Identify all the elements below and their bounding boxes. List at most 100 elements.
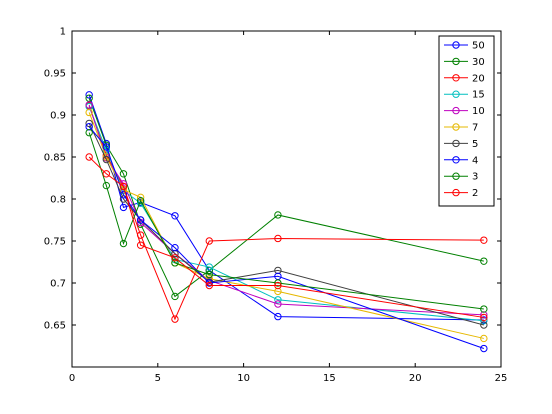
series-3 xyxy=(85,128,488,313)
legend-item: 20 xyxy=(444,73,485,84)
x-tick-label: 20 xyxy=(409,373,422,384)
data-point xyxy=(136,241,145,249)
legend-marker xyxy=(452,139,460,148)
y-tick-label: 0.7 xyxy=(50,279,66,290)
legend-item: 10 xyxy=(444,106,485,117)
data-point xyxy=(171,212,179,220)
legend-marker xyxy=(452,106,460,115)
data-point xyxy=(274,279,282,287)
data-point xyxy=(85,153,93,161)
legend-marker xyxy=(452,172,460,180)
legend-label: 7 xyxy=(472,123,478,134)
legend-item: 7 xyxy=(444,123,478,134)
legend: 50 30 20 15 10 7 5 4 3 2 xyxy=(438,35,495,207)
data-point xyxy=(85,128,93,137)
data-point xyxy=(102,143,111,151)
x-tick-label: 15 xyxy=(323,373,336,384)
series-layer xyxy=(85,91,488,353)
data-point xyxy=(480,305,488,313)
y-tick-label: 0.9 xyxy=(50,111,66,122)
legend-label: 2 xyxy=(472,188,478,199)
legend-marker xyxy=(452,74,460,82)
data-point xyxy=(480,313,488,322)
data-point xyxy=(480,344,488,353)
legend-label: 10 xyxy=(472,106,485,117)
data-point xyxy=(274,234,282,243)
y-tick-label: 0.65 xyxy=(44,321,66,332)
legend-marker xyxy=(452,90,460,98)
series-line xyxy=(88,126,485,349)
legend-marker xyxy=(452,41,460,49)
data-point xyxy=(171,259,179,267)
data-point xyxy=(205,263,213,271)
legend-marker xyxy=(452,156,460,164)
x-tick-label: 25 xyxy=(495,373,508,384)
data-point xyxy=(274,296,282,304)
legend-label: 30 xyxy=(472,57,485,68)
data-point xyxy=(102,155,111,164)
series-line xyxy=(88,132,484,310)
legend-box xyxy=(438,35,495,207)
data-point xyxy=(119,239,128,248)
legend-marker xyxy=(452,57,460,66)
data-point xyxy=(274,287,282,296)
data-point xyxy=(480,321,488,329)
data-point xyxy=(205,270,213,279)
legend-label: 4 xyxy=(472,155,478,166)
legend-marker xyxy=(452,188,460,197)
data-point xyxy=(85,91,93,99)
data-point xyxy=(274,266,282,275)
series-2 xyxy=(85,153,488,322)
legend-item: 5 xyxy=(444,139,478,150)
legend-label: 15 xyxy=(472,90,485,101)
x-tick-label: 0 xyxy=(69,373,75,384)
data-point xyxy=(85,101,93,109)
data-point xyxy=(171,254,179,262)
data-point xyxy=(274,211,282,219)
legend-marker xyxy=(452,123,460,131)
data-point xyxy=(119,203,128,212)
legend-item: 30 xyxy=(444,57,485,68)
data-point xyxy=(102,181,111,190)
data-point xyxy=(205,281,213,290)
y-tick-label: 0.95 xyxy=(44,69,66,80)
data-point xyxy=(85,108,93,117)
data-point xyxy=(136,216,145,224)
x-tick-label: 10 xyxy=(237,373,250,384)
legend-label: 3 xyxy=(472,172,478,183)
data-point xyxy=(480,311,488,319)
data-point xyxy=(274,281,282,290)
data-point xyxy=(274,312,282,321)
legend-item: 50 xyxy=(444,41,485,52)
legend-item: 2 xyxy=(444,188,478,199)
y-tick-label: 0.85 xyxy=(44,153,66,164)
data-point xyxy=(119,191,128,199)
legend-label: 50 xyxy=(472,41,485,52)
series-line xyxy=(88,112,484,339)
data-point xyxy=(85,119,93,128)
y-tick-label: 1 xyxy=(60,27,66,38)
legend-label: 20 xyxy=(472,73,485,84)
legend-item: 3 xyxy=(444,172,478,183)
data-point xyxy=(171,315,179,323)
y-tick-label: 0.8 xyxy=(50,195,66,206)
data-point xyxy=(480,317,488,325)
y-tick-label: 0.75 xyxy=(44,237,66,248)
data-point xyxy=(480,257,488,265)
legend-item: 4 xyxy=(444,155,478,166)
data-point xyxy=(205,237,213,245)
x-tick-label: 5 xyxy=(155,373,161,384)
data-point xyxy=(119,170,128,178)
data-point xyxy=(171,292,179,301)
series-line xyxy=(88,123,484,326)
data-point xyxy=(136,196,145,205)
series-4 xyxy=(85,123,488,353)
data-point xyxy=(102,170,111,178)
data-point xyxy=(119,182,128,191)
tick-layer: 0 5 10 15 20 250.650.70.750.80.850.90.951 xyxy=(44,27,508,385)
legend-item: 15 xyxy=(444,90,485,101)
data-point xyxy=(171,244,179,252)
data-point xyxy=(480,334,488,343)
legend-label: 5 xyxy=(472,139,478,150)
